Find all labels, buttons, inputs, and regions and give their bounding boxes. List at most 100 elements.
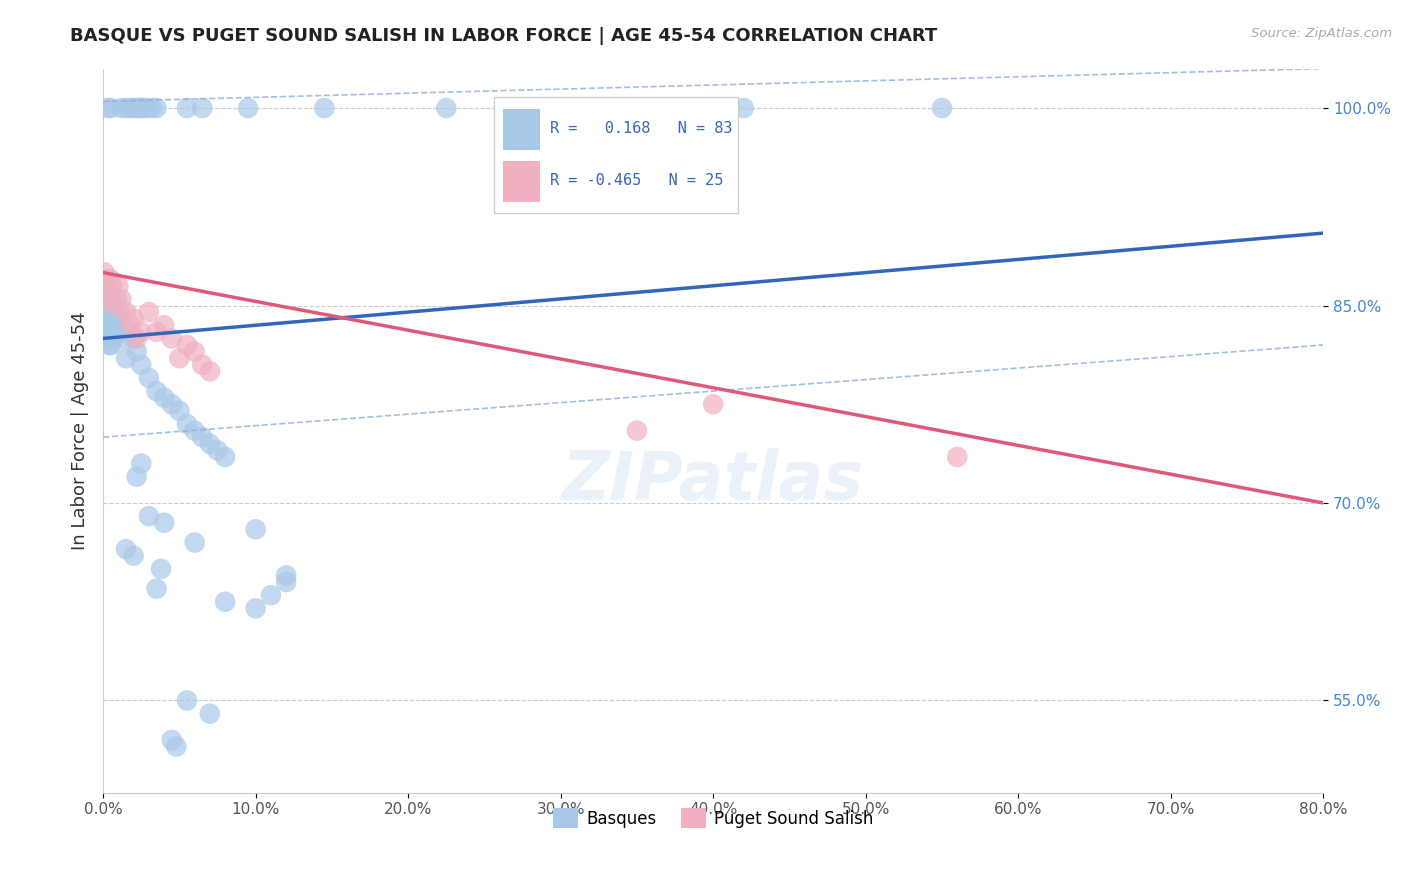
Point	[101, 318, 124, 333]
Point	[153, 318, 176, 333]
Point	[120, 325, 142, 339]
Point	[245, 522, 267, 536]
Point	[138, 509, 160, 524]
Point	[128, 101, 150, 115]
Point	[101, 311, 124, 326]
Point	[541, 101, 564, 115]
Point	[702, 397, 724, 411]
Point	[153, 391, 176, 405]
Point	[214, 450, 236, 464]
Y-axis label: In Labor Force | Age 45-54: In Labor Force | Age 45-54	[72, 311, 89, 549]
Point	[107, 278, 129, 293]
Point	[135, 101, 157, 115]
Point	[169, 404, 191, 418]
Point	[138, 305, 160, 319]
Point	[145, 325, 167, 339]
Text: Source: ZipAtlas.com: Source: ZipAtlas.com	[1251, 27, 1392, 40]
Point	[94, 292, 117, 306]
Point	[214, 595, 236, 609]
Point	[314, 101, 336, 115]
Point	[97, 292, 120, 306]
Point	[115, 542, 138, 557]
Point	[122, 549, 145, 563]
Point	[120, 101, 142, 115]
Point	[100, 318, 122, 333]
Point	[110, 331, 132, 345]
Point	[100, 101, 122, 115]
Point	[931, 101, 953, 115]
Point	[165, 739, 187, 754]
Point	[245, 601, 267, 615]
Point	[153, 516, 176, 530]
Point	[207, 443, 229, 458]
Point	[160, 331, 183, 345]
Point	[105, 292, 128, 306]
Point	[198, 706, 221, 721]
Point	[125, 101, 148, 115]
Point	[276, 568, 298, 582]
Point	[132, 101, 155, 115]
Point	[176, 101, 198, 115]
Point	[122, 311, 145, 326]
Point	[125, 344, 148, 359]
Point	[125, 469, 148, 483]
Point	[145, 582, 167, 596]
Point	[120, 318, 142, 333]
Point	[183, 535, 205, 549]
Point	[260, 588, 283, 602]
Point	[96, 285, 118, 300]
Point	[108, 305, 131, 319]
Point	[107, 325, 129, 339]
Point	[115, 101, 138, 115]
Point	[93, 298, 115, 312]
Point	[138, 371, 160, 385]
Point	[96, 325, 118, 339]
Point	[96, 305, 118, 319]
Point	[145, 384, 167, 398]
Point	[93, 266, 115, 280]
Point	[626, 424, 648, 438]
Point	[97, 331, 120, 345]
Point	[183, 424, 205, 438]
Legend: Basques, Puget Sound Salish: Basques, Puget Sound Salish	[546, 801, 880, 835]
Point	[98, 325, 121, 339]
Point	[97, 311, 120, 326]
Point	[94, 272, 117, 286]
Point	[93, 305, 115, 319]
Point	[100, 272, 122, 286]
Point	[434, 101, 457, 115]
Point	[100, 338, 122, 352]
Point	[129, 457, 152, 471]
Point	[198, 364, 221, 378]
Point	[176, 338, 198, 352]
Point	[101, 278, 124, 293]
Point	[129, 358, 152, 372]
Point	[115, 305, 138, 319]
Point	[98, 338, 121, 352]
Point	[100, 298, 122, 312]
Text: ZIPatlas: ZIPatlas	[562, 449, 865, 515]
Point	[145, 101, 167, 115]
Point	[125, 331, 148, 345]
Point	[160, 733, 183, 747]
Point	[183, 344, 205, 359]
Point	[110, 101, 132, 115]
Point	[191, 101, 214, 115]
Point	[94, 318, 117, 333]
Point	[110, 292, 132, 306]
Point	[122, 331, 145, 345]
Point	[97, 101, 120, 115]
Point	[129, 325, 152, 339]
Point	[169, 351, 191, 366]
Point	[150, 562, 173, 576]
Point	[98, 305, 121, 319]
Point	[176, 417, 198, 431]
Point	[176, 693, 198, 707]
Point	[160, 397, 183, 411]
Point	[236, 101, 259, 115]
Point	[97, 318, 120, 333]
Point	[198, 436, 221, 450]
Point	[97, 292, 120, 306]
Point	[104, 298, 127, 312]
Point	[191, 358, 214, 372]
